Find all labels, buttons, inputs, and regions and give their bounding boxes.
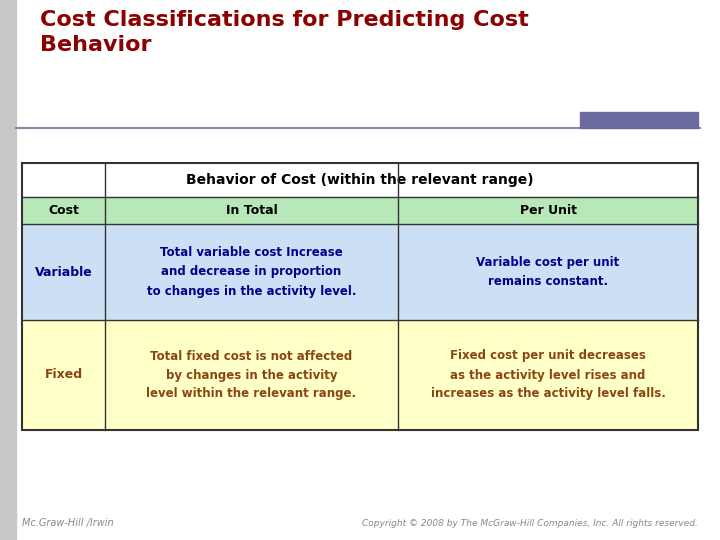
Text: Total fixed cost is not affected
by changes in the activity
level within the rel: Total fixed cost is not affected by chan… bbox=[146, 349, 356, 401]
Bar bbox=[22, 163, 698, 197]
Text: Fixed: Fixed bbox=[45, 368, 83, 381]
Bar bbox=[22, 197, 698, 224]
Bar bbox=[22, 320, 698, 430]
Bar bbox=[580, 112, 698, 128]
Text: Fixed cost per unit decreases
as the activity level rises and
increases as the a: Fixed cost per unit decreases as the act… bbox=[431, 349, 665, 401]
Text: In Total: In Total bbox=[225, 204, 277, 217]
Text: Variable: Variable bbox=[35, 266, 92, 279]
Text: Behavior of Cost (within the relevant range): Behavior of Cost (within the relevant ra… bbox=[186, 173, 534, 187]
Bar bbox=[22, 163, 698, 430]
Text: Per Unit: Per Unit bbox=[520, 204, 577, 217]
Text: Copyright © 2008 by The McGraw-Hill Companies, Inc. All rights reserved.: Copyright © 2008 by The McGraw-Hill Comp… bbox=[362, 519, 698, 528]
Text: Mc.Graw-Hill /Irwin: Mc.Graw-Hill /Irwin bbox=[22, 518, 114, 528]
Text: Cost Classifications for Predicting Cost
Behavior: Cost Classifications for Predicting Cost… bbox=[40, 10, 528, 55]
Text: Variable cost per unit
remains constant.: Variable cost per unit remains constant. bbox=[477, 256, 620, 288]
Text: Total variable cost Increase
and decrease in proportion
to changes in the activi: Total variable cost Increase and decreas… bbox=[147, 246, 356, 298]
Bar bbox=[0, 0, 16, 540]
Bar bbox=[22, 224, 698, 320]
Text: Cost: Cost bbox=[48, 204, 79, 217]
